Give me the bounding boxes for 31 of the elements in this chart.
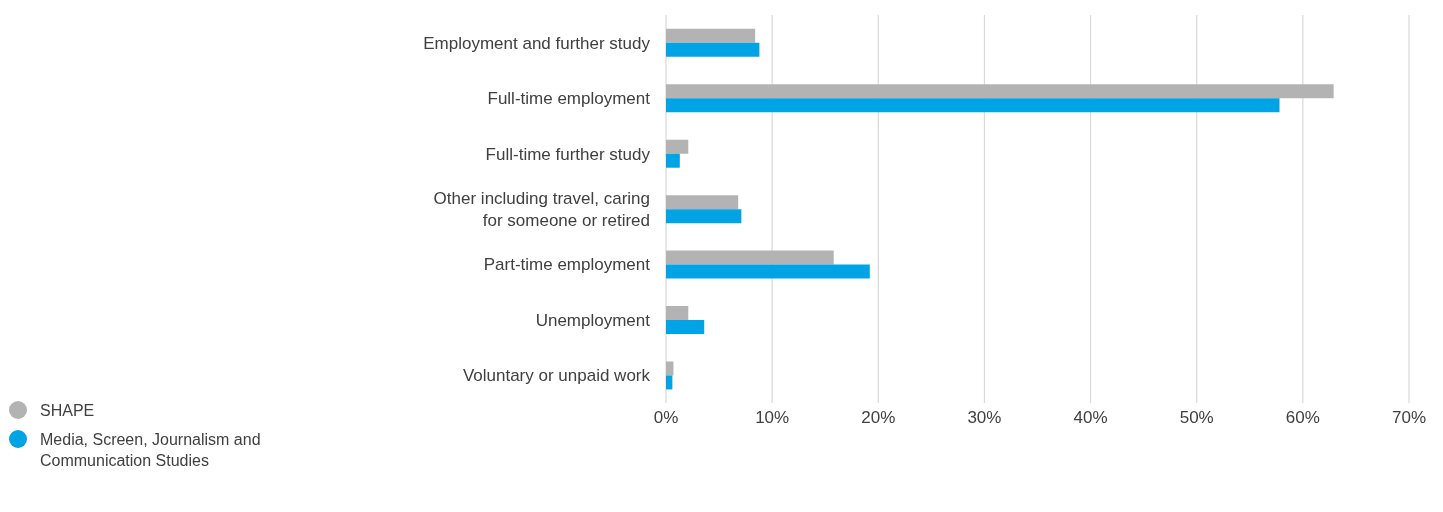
bar bbox=[666, 361, 674, 376]
y-tick-label: Employment and further study bbox=[423, 33, 651, 53]
bar bbox=[666, 250, 834, 265]
bar bbox=[666, 195, 739, 210]
x-tick-label: 0% bbox=[653, 408, 679, 428]
y-tick-label: Unemployment bbox=[535, 310, 651, 330]
bar bbox=[666, 98, 1280, 113]
legend-label: Media, Screen, Journalism and Communication Studies bbox=[40, 430, 262, 471]
bar bbox=[666, 306, 689, 320]
x-tick-label: 30% bbox=[967, 408, 1002, 428]
x-tick-label: 40% bbox=[1073, 408, 1108, 428]
bar bbox=[666, 153, 680, 168]
y-tick-label: Other including travel, caring for someone or retired bbox=[433, 188, 650, 230]
y-tick-label: Part-time employment bbox=[483, 254, 651, 274]
bar bbox=[666, 375, 673, 390]
x-tick-label: 20% bbox=[861, 408, 896, 428]
bar bbox=[666, 264, 870, 279]
bar bbox=[666, 139, 689, 154]
x-tick-label: 10% bbox=[755, 408, 790, 428]
bar bbox=[666, 42, 760, 57]
x-tick-label: 60% bbox=[1285, 408, 1320, 428]
bar bbox=[666, 28, 756, 43]
y-tick-label: Full-time employment bbox=[487, 88, 651, 108]
y-tick-label: Voluntary or unpaid work bbox=[462, 365, 651, 385]
x-tick-label: 70% bbox=[1391, 408, 1427, 428]
y-tick-label: Full-time further study bbox=[485, 144, 651, 164]
bar bbox=[666, 209, 742, 224]
legend-label: SHAPE bbox=[40, 401, 95, 421]
x-tick-label: 50% bbox=[1179, 408, 1214, 428]
bar bbox=[666, 320, 705, 334]
bar bbox=[666, 84, 1334, 99]
